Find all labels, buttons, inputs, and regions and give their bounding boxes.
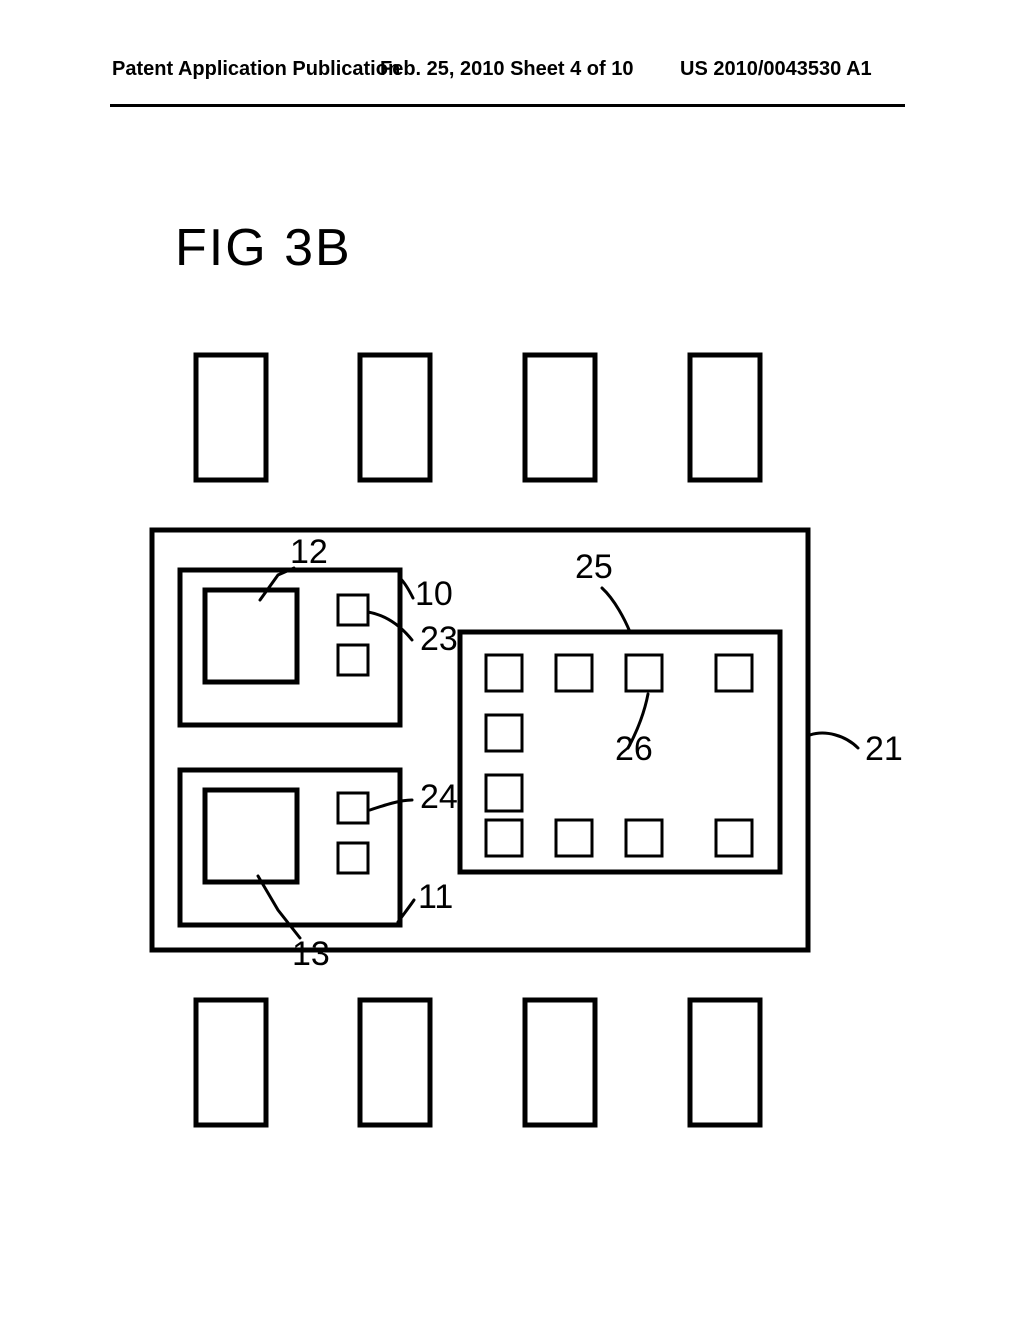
bottom-pad-2 [525, 1000, 595, 1125]
bottom-pad-3 [690, 1000, 760, 1125]
leader-12 [260, 568, 294, 600]
leader-21 [810, 733, 858, 748]
block-10-pad-1 [338, 645, 368, 675]
label-25: 25 [575, 548, 613, 586]
block-25-pad-3 [716, 655, 752, 691]
figure-diagram: 10 11 12 13 21 23 24 25 26 [0, 0, 1024, 1320]
main-outline-21 [152, 530, 808, 950]
block-10-inner-12 [205, 590, 297, 682]
leader-24 [370, 800, 412, 810]
block-25-pad-4 [486, 715, 522, 751]
bottom-pad-1 [360, 1000, 430, 1125]
block-25-pad-0 [486, 655, 522, 691]
label-13: 13 [292, 935, 330, 973]
block-25-pad-8 [626, 820, 662, 856]
block-11-pad-1 [338, 843, 368, 873]
leader-13 [258, 876, 300, 938]
leader-25 [602, 588, 630, 632]
page: Patent Application Publication Feb. 25, … [0, 0, 1024, 1320]
block-25-pad-5 [486, 775, 522, 811]
label-11: 11 [418, 878, 453, 916]
top-pad-2 [525, 355, 595, 480]
label-23: 23 [420, 620, 458, 658]
block-25-pad-6 [486, 820, 522, 856]
top-pad-1 [360, 355, 430, 480]
block-25-pad-9 [716, 820, 752, 856]
label-24: 24 [420, 778, 458, 816]
label-21: 21 [865, 730, 903, 768]
leader-23 [368, 612, 412, 640]
block-25-pad-7 [556, 820, 592, 856]
bottom-pad-0 [196, 1000, 266, 1125]
label-10: 10 [415, 575, 453, 613]
label-26: 26 [615, 730, 653, 768]
block-25-pad-1 [556, 655, 592, 691]
block-11-pad-0 [338, 793, 368, 823]
block-25-pad-2 [626, 655, 662, 691]
label-12: 12 [290, 533, 328, 571]
block-10-pad-0 [338, 595, 368, 625]
block-11-inner-13 [205, 790, 297, 882]
top-pad-3 [690, 355, 760, 480]
top-pad-0 [196, 355, 266, 480]
